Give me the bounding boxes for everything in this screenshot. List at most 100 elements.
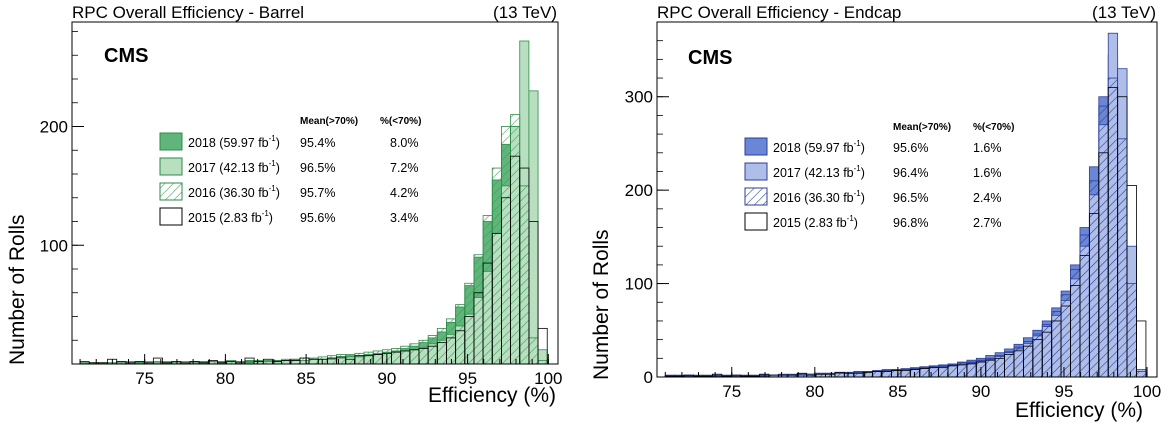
endcap-bar-s2-39 (1032, 333, 1043, 378)
barrel-legend-frac-2: 4.2% (390, 186, 419, 200)
barrel-y-axis-label: Number of Rolls (6, 214, 29, 365)
barrel-bar-s2-16 (226, 360, 237, 365)
barrel-legend-swatch-2 (159, 182, 183, 201)
endcap-bar-s2-42 (1060, 294, 1071, 378)
barrel-legend: Mean(>70%) %(<70%) 2018 (59.97 fb-1) 95.4… (159, 116, 421, 226)
barrel-frame (71, 21, 559, 365)
barrel-bar-s2-42 (464, 282, 475, 365)
barrel-xtick-label-2: 85 (297, 369, 316, 388)
endcap-legend-label-3: 2015 (2.83 fb-1) (773, 214, 858, 230)
barrel-legend-frac-0: 8.0% (390, 136, 419, 150)
endcap-cms-label: CMS (688, 47, 732, 69)
barrel-legend-label-1: 2017 (42.13 fb-1) (188, 159, 280, 175)
barrel-bar-s2-37 (418, 339, 429, 365)
barrel-bar-s2-26 (317, 356, 328, 365)
barrel-cms-label: CMS (104, 45, 148, 67)
endcap-legend-frac-0: 1.6% (973, 141, 1002, 155)
barrel-energy: (13 TeV) (493, 3, 557, 22)
barrel-legend-swatch-3 (159, 207, 183, 226)
barrel-bar-s2-27 (326, 355, 337, 365)
barrel-legend-swatch-0 (159, 132, 183, 151)
endcap-legend-mean-1: 96.4% (893, 166, 928, 180)
endcap-bar-s2-27 (919, 367, 930, 378)
barrel-bar-s1-49 (528, 90, 539, 365)
barrel-bar-s2-31 (363, 351, 374, 365)
barrel-legend-mean-header: Mean(>70%) (300, 116, 358, 127)
endcap-legend-swatch-1 (744, 162, 768, 181)
barrel-legend-mean-2: 95.7% (300, 186, 335, 200)
barrel-x-axis-label: Efficiency (%) (428, 384, 556, 407)
endcap-bar-s2-48 (1117, 138, 1128, 378)
barrel-bar-s2-34 (391, 348, 402, 365)
endcap-ytick-label-2: 200 (625, 181, 653, 200)
endcap-frame (656, 21, 1158, 378)
barrel-bar-s2-40 (446, 318, 457, 365)
endcap-xtick-label-2: 85 (888, 382, 907, 401)
endcap-y-axis-label: Number of Rolls (590, 229, 613, 380)
endcap-bar-s2-41 (1051, 311, 1062, 378)
endcap-bar-s2-46 (1098, 105, 1109, 378)
barrel-bar-s2-41 (455, 304, 466, 365)
endcap-bar-s2-34 (985, 357, 996, 378)
barrel-bar-s2-19 (253, 360, 264, 365)
endcap-bar-s2-37 (1013, 346, 1024, 378)
endcap-bar-s2-18 (834, 372, 845, 378)
endcap-bar-s2-30 (947, 364, 958, 378)
barrel-bar-s2-32 (372, 350, 383, 365)
endcap-x-axis-label: Efficiency (%) (1015, 399, 1143, 422)
endcap-legend-mean-3: 96.8% (893, 216, 928, 230)
barrel-title: RPC Overall Efficiency - Barrel (72, 3, 304, 22)
barrel-bar-s2-48 (519, 185, 530, 365)
barrel-bar-s2-50 (537, 360, 548, 365)
barrel-bar-s2-46 (501, 126, 511, 365)
barrel-bar-s2-43 (473, 254, 484, 365)
endcap-legend-frac-header: %(<70%) (973, 122, 1014, 133)
barrel-xtick-label-5: 100 (534, 369, 562, 388)
endcap-xtick-label-3: 90 (971, 382, 990, 401)
endcap-ticks: 75 80 85 90 95 100 0 100 200 300 (625, 21, 1161, 401)
barrel-bar-s2-36 (409, 343, 420, 365)
endcap-bar-s2-35 (994, 355, 1005, 378)
barrel-legend-mean-3: 95.6% (300, 211, 335, 225)
barrel-bar-s2-23 (290, 358, 301, 365)
barrel-ytick-label-1: 200 (40, 118, 68, 137)
endcap-bar-s2-28 (928, 366, 939, 378)
barrel-legend-frac-header: %(<70%) (380, 116, 421, 127)
barrel-bar-s2-49 (528, 337, 539, 365)
barrel-legend-frac-1: 7.2% (390, 161, 419, 175)
barrel-bar-s2-30 (354, 352, 365, 365)
endcap-legend-swatch-2 (744, 187, 768, 206)
barrel-bar-s2-47 (510, 114, 521, 365)
barrel-bar-s2-45 (491, 167, 502, 365)
endcap-bar-s2-36 (1004, 351, 1015, 378)
barrel-series-2 (79, 114, 548, 365)
barrel-xtick-label-4: 95 (458, 369, 477, 388)
endcap-ytick-label-1: 100 (625, 275, 653, 294)
endcap-legend-mean-header: Mean(>70%) (893, 122, 951, 133)
barrel-bar-s2-22 (281, 358, 292, 365)
barrel-legend-mean-0: 95.4% (300, 136, 335, 150)
endcap-xtick-label-1: 80 (805, 382, 824, 401)
endcap-bar-s2-47 (1107, 77, 1119, 378)
endcap-panel: RPC Overall Efficiency - Endcap (13 TeV)… (590, 3, 1161, 422)
barrel-plot-area (79, 40, 548, 365)
endcap-legend-label-2: 2016 (36.30 fb-1) (773, 189, 865, 205)
endcap-bar-s2-50 (1136, 370, 1147, 378)
endcap-ytick-label-0: 0 (644, 368, 653, 387)
barrel-ytick-label-0: 100 (40, 236, 68, 255)
barrel-xtick-label-3: 90 (377, 369, 396, 388)
barrel-legend-label-3: 2015 (2.83 fb-1) (188, 209, 273, 225)
endcap-bar-s3-50 (1136, 320, 1147, 378)
endcap-legend-swatch-0 (744, 137, 768, 156)
barrel-bar-s2-38 (427, 335, 438, 365)
endcap-legend-label-0: 2018 (59.97 fb-1) (773, 139, 865, 155)
barrel-legend-swatch-1 (159, 157, 183, 176)
endcap-legend-mean-2: 96.5% (893, 191, 928, 205)
barrel-panel: RPC Overall Efficiency - Barrel (13 TeV)… (6, 3, 562, 407)
endcap-legend-swatch-3 (744, 212, 768, 231)
endcap-legend-frac-2: 2.4% (973, 191, 1002, 205)
barrel-ticks: 75 80 85 90 95 100 100 200 (40, 31, 562, 388)
endcap-legend-label-1: 2017 (42.13 fb-1) (773, 164, 865, 180)
endcap-legend-frac-3: 2.7% (973, 216, 1002, 230)
